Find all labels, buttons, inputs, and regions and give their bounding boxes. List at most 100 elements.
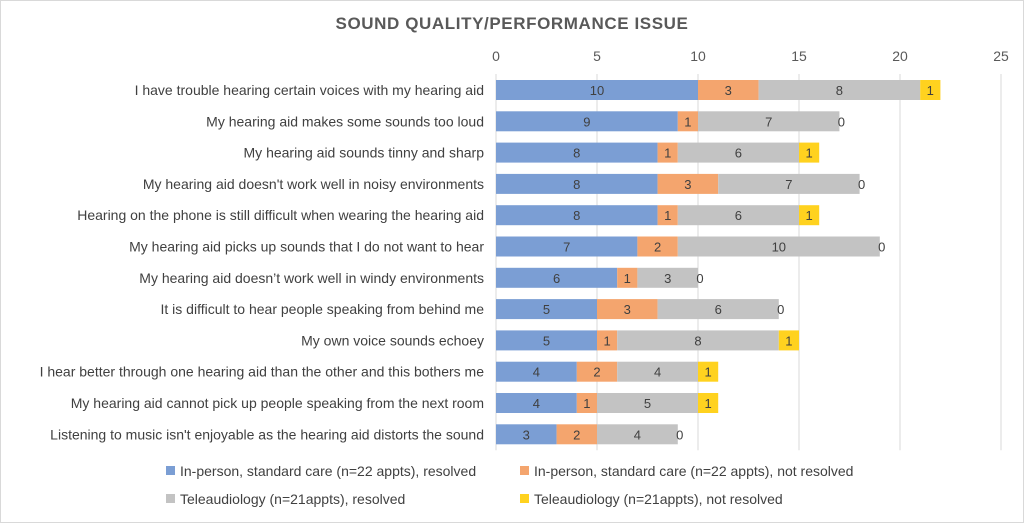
data-label: 10 (772, 240, 786, 255)
data-label: 1 (805, 146, 812, 161)
category-label: Listening to music isn't enjoyable as th… (50, 426, 484, 442)
data-label: 0 (878, 240, 885, 255)
data-label: 8 (573, 208, 580, 223)
bar-segment-series-1 (496, 142, 658, 163)
legend-swatch-series-3 (166, 494, 175, 503)
bar-segment-series-2 (677, 111, 698, 132)
legend-label-series-3: Teleaudiology (n=21appts), resolved (180, 491, 405, 507)
data-label: 8 (836, 83, 843, 98)
data-label: 1 (664, 146, 671, 161)
bar-segment-series-2 (556, 424, 597, 445)
legend: In-person, standard care (n=22 appts), r… (166, 463, 853, 507)
data-label: 1 (624, 271, 631, 286)
data-label: 5 (543, 302, 550, 317)
data-label: 6 (735, 208, 742, 223)
data-label: 1 (805, 208, 812, 223)
bar-segment-series-3 (597, 393, 698, 413)
category-label: Hearing on the phone is still difficult … (77, 207, 484, 223)
data-label: 7 (563, 240, 570, 255)
bar-segment-series-2 (657, 142, 678, 163)
x-tick-label: 0 (492, 48, 500, 64)
data-label: 0 (696, 271, 703, 286)
data-label: 1 (785, 333, 792, 348)
x-tick-label: 25 (993, 48, 1009, 64)
bar-segment-series-2 (637, 236, 678, 257)
gridlines (495, 74, 1002, 451)
x-tick-label: 10 (690, 48, 706, 64)
category-label: It is difficult to hear people speaking … (161, 301, 485, 317)
bar-segment-series-1 (496, 393, 577, 413)
data-label: 1 (704, 396, 711, 411)
bar-segment-series-2 (657, 205, 678, 226)
bar-segment-series-1 (496, 330, 597, 351)
data-label: 0 (858, 177, 865, 192)
bar-segment-series-3 (677, 142, 799, 163)
data-label: 6 (735, 146, 742, 161)
data-label: 3 (725, 83, 732, 98)
bar-segment-series-2 (576, 393, 597, 413)
data-label: 10 (590, 83, 604, 98)
bar-segment-series-4 (799, 142, 820, 163)
data-label: 0 (838, 114, 845, 129)
category-label: My own voice sounds echoey (301, 332, 484, 348)
bar-segment-series-1 (496, 173, 658, 194)
data-label: 4 (634, 427, 641, 442)
data-label: 1 (664, 208, 671, 223)
bar-segment-series-3 (698, 111, 840, 132)
legend-swatch-series-2 (520, 466, 529, 475)
data-label: 5 (644, 396, 651, 411)
data-label: 3 (624, 302, 631, 317)
bar-segment-series-1 (496, 111, 678, 132)
data-label: 1 (603, 333, 610, 348)
category-label: My hearing aid makes some sounds too lou… (206, 113, 484, 129)
data-label: 5 (543, 333, 550, 348)
bar-segment-series-2 (617, 267, 638, 288)
data-label: 4 (533, 365, 540, 380)
data-label: 7 (765, 114, 772, 129)
category-label: I hear better through one hearing aid th… (40, 364, 485, 380)
category-label: I have trouble hearing certain voices wi… (135, 82, 484, 98)
legend-label-series-1: In-person, standard care (n=22 appts), r… (180, 463, 476, 479)
bar-segment-series-1 (496, 80, 698, 100)
x-tick-label: 15 (791, 48, 807, 64)
bar-segment-series-1 (496, 205, 658, 226)
x-tick-label: 20 (892, 48, 908, 64)
data-label: 2 (593, 365, 600, 380)
data-label: 3 (523, 427, 530, 442)
x-tick-label: 5 (593, 48, 601, 64)
bar-segment-series-1 (496, 424, 557, 445)
legend-label-series-4: Teleaudiology (n=21appts), not resolved (534, 491, 783, 507)
bar-segment-series-3 (597, 424, 678, 445)
data-label: 8 (573, 177, 580, 192)
category-label: My hearing aid sounds tinny and sharp (244, 145, 485, 161)
data-label: 8 (573, 146, 580, 161)
bar-segment-series-3 (718, 173, 860, 194)
bar-segment-series-3 (617, 330, 779, 351)
data-label: 6 (715, 302, 722, 317)
bar-segment-series-1 (496, 267, 618, 288)
category-label: My hearing aid doesn't work well in nois… (143, 176, 484, 192)
bar-segment-series-3 (617, 361, 698, 382)
data-label: 6 (553, 271, 560, 286)
bars (496, 80, 941, 445)
data-label: 1 (583, 396, 590, 411)
data-label: 7 (785, 177, 792, 192)
x-axis-ticks: 0 5 10 15 20 25 (492, 48, 1009, 64)
data-label: 3 (664, 271, 671, 286)
data-label: 0 (777, 302, 784, 317)
bar-segment-series-4 (698, 393, 719, 413)
bar-segment-series-3 (657, 299, 779, 320)
bar-segment-series-1 (496, 361, 577, 382)
bar-segment-series-2 (657, 173, 719, 194)
bar-segment-series-4 (920, 80, 941, 100)
data-label: 4 (533, 396, 540, 411)
bar-segment-series-3 (758, 80, 921, 100)
category-label: My hearing aid doesn’t work well in wind… (139, 270, 484, 286)
legend-swatch-series-4 (520, 494, 529, 503)
data-label: 8 (694, 333, 701, 348)
data-label: 1 (684, 114, 691, 129)
bar-segment-series-4 (698, 361, 719, 382)
bar-segment-series-4 (799, 205, 820, 226)
